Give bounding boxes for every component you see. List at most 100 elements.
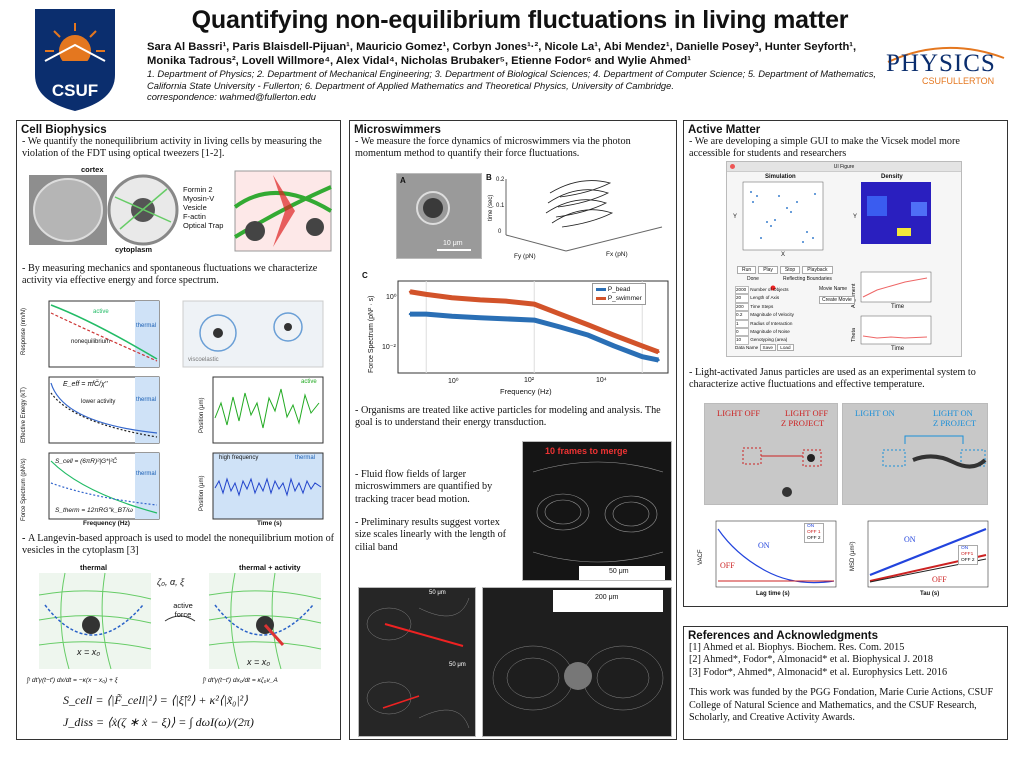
gui-param-5[interactable]: 0 Magnitude of Noise [735, 328, 794, 337]
msd-legend-off2: OFF 2 [961, 558, 975, 563]
msd-on-label: ON [904, 535, 916, 544]
msd-legend: ON OFF1 OFF 2 [958, 545, 978, 565]
thermal-heading: thermal [80, 563, 108, 572]
thermal-label-3: thermal [136, 471, 157, 477]
msd-legend-on: ON [961, 546, 969, 551]
gui-param-0-val[interactable]: 2000 [735, 286, 749, 295]
gui-param-6[interactable]: 10 Genotyping (area) [735, 336, 794, 345]
energy-ylabel: Effective Energy (kT) [21, 387, 27, 443]
chart-c-xtick-1: 10⁰ [448, 378, 459, 385]
z-project-label-1: Z PROJECT [781, 418, 825, 428]
noneq-label: nonequilibrium [71, 339, 111, 345]
gui-param-3-val[interactable]: 0.2 [735, 311, 749, 320]
fig-b-tick-01: 0.1 [496, 203, 505, 209]
gui-reflecting-checkbox[interactable]: Reflecting Boundaries [783, 276, 832, 282]
chart-c-point-1-0 [408, 290, 412, 293]
gui-create-movie-button[interactable]: Create Movie [819, 296, 855, 304]
gui-plots-svg [742, 181, 932, 345]
chart-c-point-1-3 [479, 298, 482, 302]
active-force-label: active force [173, 601, 193, 619]
cell-p3-lead: - [22, 533, 28, 544]
chart-c-point-0-8 [612, 344, 616, 348]
fig-b-tick-0: 0 [498, 229, 502, 235]
gui-window-title: UI Figure [833, 164, 855, 170]
legend-myosin: Myosin-V [183, 194, 215, 203]
chart-c-point-0-9 [641, 355, 644, 358]
gui-param-1-val[interactable]: 20 [735, 294, 749, 303]
gui-stop-button[interactable]: Stop [779, 266, 801, 274]
cell-p3-text: A Langevin-based approach is used to mod… [22, 533, 335, 557]
active-p1: - We are developing a simple GUI to make… [689, 136, 960, 160]
scell-eq: S_cell = (6πR)²|G*|²Č [55, 458, 118, 465]
cell-biophysics-panel: Cell Biophysics - We quantify the nonequ… [16, 120, 341, 740]
chart-c-point-0-1 [425, 312, 428, 316]
affiliations: 1. Department of Physics; 2. Department … [147, 68, 877, 103]
cell-diagram-svg [29, 170, 333, 252]
gui-playback-button[interactable]: Playback [802, 266, 833, 274]
cilia-image-1: 50 μm 50 μm [358, 587, 476, 737]
msd-xlabel: Tau (s) [920, 591, 940, 597]
gui-density-title: Density [881, 174, 903, 180]
chart-c-point-1-1 [425, 293, 428, 296]
cytoplasm-label: cytoplasm [115, 245, 153, 254]
light-on-label: LIGHT ON [855, 408, 895, 418]
lower-activity-label: lower activity [81, 399, 116, 405]
langevin-eq2: ∫ᵗ dt′γ(t−t′) dx₀/dt = κζ₀v_A [203, 677, 278, 684]
chart-c-ytick-2: 10⁻² [382, 344, 396, 351]
langevin-eq4: J_diss = ⟨ẋ(ζ ∗ ẋ − ξ)⟩ = ∫ dωI(ω)/(2π) [63, 715, 254, 729]
gui-y-label: Y [733, 214, 738, 220]
gui-param-5-val[interactable]: 0 [735, 328, 749, 337]
gui-play-button[interactable]: Play [758, 266, 778, 274]
gui-param-0[interactable]: 2000 Number of Objects [735, 286, 794, 295]
vacf-off-label: OFF [720, 561, 735, 570]
gui-param-4-val[interactable]: 1 [735, 319, 749, 329]
micro-p1: - We measure the force dynamics of micro… [355, 136, 631, 160]
gui-run-button[interactable]: Run [737, 266, 757, 274]
janus-light-on: LIGHT ON LIGHT ON Z PROJECT [842, 403, 988, 505]
reference-1: [1] Ahmed et al. Biophys. Biochem. Res. … [689, 642, 905, 653]
cilia-svg-2 [483, 588, 671, 736]
gui-save-button[interactable]: Save [759, 343, 776, 351]
physics-swoosh-icon [887, 47, 1005, 63]
poster-title: Quantifying non-equilibrium fluctuations… [191, 6, 849, 34]
micro-p4: - Preliminary results suggest vortex siz… [355, 517, 507, 553]
gui-param-2[interactable]: 200 Time Steps [735, 302, 794, 312]
gui-param-1-label: Length of Axis [750, 295, 780, 301]
cell-plots: Response (nm/N) active nonequilibrium th… [21, 293, 337, 528]
gui-param-4[interactable]: 1 Radius of Interaction [735, 319, 794, 329]
chart-c-point-0-4 [504, 317, 508, 321]
physics-logo: PHYSICS CSUFULLERTON [880, 40, 1010, 90]
cell-p2: - By measuring mechanics and spontaneous… [22, 263, 318, 287]
light-on-zp-label: LIGHT ON [933, 408, 973, 418]
micro-fig-b: B time (sec) 0.2 0.1 0 Fy (pN) Fx (pN) [486, 173, 672, 263]
force-ylabel: Force Spectrum (pN²/s) [21, 458, 27, 521]
gui-param-list: 2000 Number of Objects 20 Length of Axis… [735, 286, 794, 351]
author-list: Sara Al Bassri¹, Paris Blaisdell-Pijuan¹… [147, 41, 857, 67]
gui-param-2-val[interactable]: 200 [735, 302, 749, 312]
gui-param-3[interactable]: 0.2 Magnitude of Velocity [735, 311, 794, 320]
gui-movie-name[interactable]: Movie Name [819, 286, 848, 292]
fig-c-letter: C [362, 271, 368, 280]
gui-y-label-2: Y [853, 214, 858, 220]
langevin-eq3: S_cell = ⟨|F̃_cell|²⟩ = ⟨|ξ̃|²⟩ + κ²⟨|x̃… [63, 693, 248, 707]
chart-c-xtick-3: 10⁴ [596, 377, 607, 384]
fig-b-tick-02: 0.2 [496, 177, 505, 183]
cell-p1: - We quantify the nonequilibrium activit… [22, 136, 322, 160]
chart-c-point-1-4 [504, 299, 508, 303]
cilia-svg-1 [359, 588, 475, 736]
janus-light-off: LIGHT OFF LIGHT OFF Z PROJECT [704, 403, 838, 505]
fig-b-fy: Fy (pN) [514, 253, 536, 260]
frequency-xlabel: Frequency (Hz) [83, 520, 130, 527]
gui-done-label: Done [747, 276, 759, 282]
gui-param-1[interactable]: 20 Length of Axis [735, 294, 794, 303]
chart-c-point-1-5 [533, 302, 536, 306]
scale-10um: 10 μm [443, 240, 463, 247]
active-p2: - Light-activated Janus particles are us… [689, 367, 976, 391]
langevin-eq1: ∫ᵗ dt′γ(t−t′) dx/dt = −κ(x − x₀) + ξ [27, 677, 118, 684]
gui-load-button[interactable]: Load [777, 343, 794, 351]
gui-close-icon[interactable] [730, 164, 735, 169]
gui-param-0-label: Number of Objects [750, 287, 789, 292]
gui-param-6-val[interactable]: 10 [735, 336, 749, 345]
legend-swimmer-label: P_swimmer [607, 295, 642, 302]
janus-off-svg [705, 404, 837, 504]
